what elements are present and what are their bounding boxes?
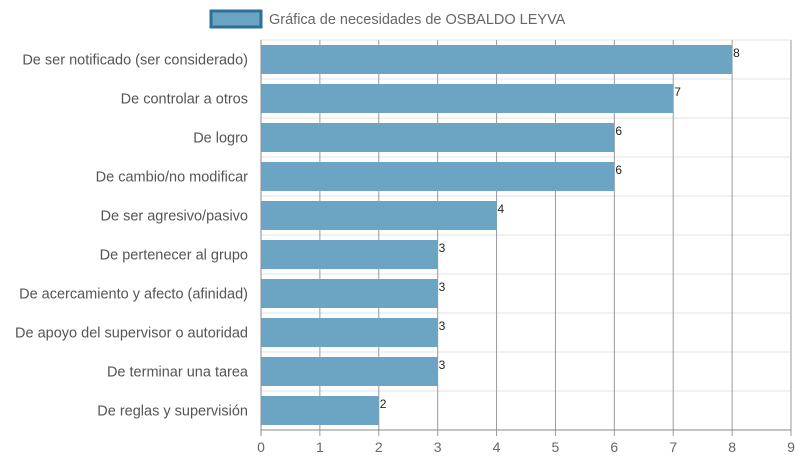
x-tick-label: 6: [610, 439, 618, 455]
value-label: 6: [615, 163, 622, 177]
bar[interactable]: [261, 45, 733, 74]
labels: 0 1 2 3 4 5 6 7 8 9 De ser notificado (ser conside…: [15, 46, 795, 455]
value-label: 3: [439, 241, 446, 255]
value-label: 7: [674, 85, 681, 99]
legend-swatch[interactable]: [209, 9, 263, 29]
legend[interactable]: Gráfica de necesidades de OSBALDO LEYVA: [209, 9, 566, 29]
x-tick-label: 9: [787, 439, 795, 455]
value-label: 6: [615, 124, 622, 138]
x-tick-label: 4: [493, 439, 501, 455]
bar[interactable]: [261, 396, 379, 425]
value-label: 3: [439, 358, 446, 372]
x-tick-label: 0: [257, 439, 265, 455]
value-label: 2: [380, 397, 387, 411]
x-tick-label: 2: [375, 439, 383, 455]
bar[interactable]: [261, 279, 438, 308]
category-label: De acercamiento y afecto (afinidad): [19, 287, 248, 303]
x-tick-label: 1: [316, 439, 324, 455]
bar[interactable]: [261, 357, 438, 386]
category-label: De reglas y supervisión: [97, 404, 248, 420]
bar[interactable]: [261, 201, 497, 230]
category-label: De ser agresivo/pasivo: [101, 209, 249, 225]
category-label: De apoyo del supervisor o autoridad: [15, 326, 248, 342]
value-label: 3: [439, 319, 446, 333]
x-tick-label: 3: [434, 439, 442, 455]
category-label: De terminar una tarea: [107, 365, 249, 381]
category-label: De pertenecer al grupo: [100, 248, 248, 264]
value-label: 8: [733, 46, 740, 60]
bar[interactable]: [261, 123, 615, 152]
value-label: 3: [439, 280, 446, 294]
category-label: De controlar a otros: [121, 92, 248, 108]
x-tick-label: 8: [728, 439, 736, 455]
bar[interactable]: [261, 84, 674, 113]
bars: [261, 45, 733, 425]
category-label: De logro: [193, 131, 248, 147]
x-tick-label: 5: [552, 439, 560, 455]
category-label: De ser notificado (ser considerado): [22, 53, 248, 69]
x-tick-label: 7: [669, 439, 677, 455]
bar[interactable]: [261, 318, 438, 347]
value-label: 4: [498, 202, 505, 216]
bar[interactable]: [261, 162, 615, 191]
bar[interactable]: [261, 240, 438, 269]
category-label: De cambio/no modificar: [96, 170, 248, 186]
legend-label[interactable]: Gráfica de necesidades de OSBALDO LEYVA: [269, 12, 566, 28]
